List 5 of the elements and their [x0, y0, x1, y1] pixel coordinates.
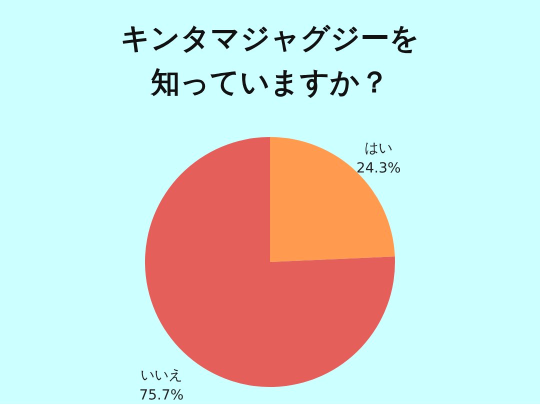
- slice-label: いいえ: [140, 367, 182, 384]
- data-label: 24.3%: [356, 160, 401, 177]
- data-label: 75.7%: [139, 387, 184, 404]
- slice-label: はい: [364, 140, 393, 157]
- chart-title: キンタマジャグジーを知っていますか？: [120, 21, 420, 99]
